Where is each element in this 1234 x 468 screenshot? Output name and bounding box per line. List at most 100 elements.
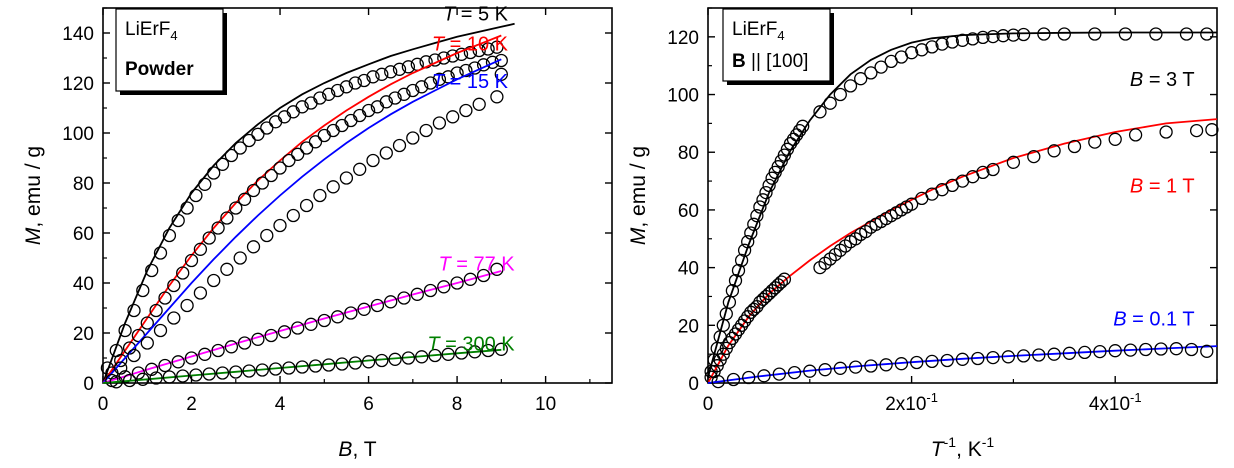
data-point	[127, 303, 141, 318]
data-point	[162, 370, 177, 384]
data-point	[251, 127, 265, 141]
data-point	[401, 351, 416, 365]
data-point	[273, 218, 287, 233]
data-point	[976, 165, 990, 180]
data-point	[1078, 345, 1092, 360]
y-tick-label: 120	[62, 74, 94, 95]
series-label: T = 300 K	[427, 334, 515, 356]
y-tick-label: 20	[73, 324, 94, 345]
data-point	[313, 91, 327, 105]
data-point	[277, 110, 292, 124]
data-point	[432, 72, 447, 86]
data-point	[361, 103, 376, 118]
series-4: T = 77 K	[102, 254, 515, 388]
data-point	[286, 208, 300, 223]
data-point	[476, 268, 491, 283]
data-point	[211, 221, 225, 235]
data-point	[392, 62, 407, 76]
y-tick-label: 40	[678, 259, 699, 280]
data-point	[925, 40, 939, 54]
data-point	[246, 183, 261, 198]
data-point	[224, 340, 239, 354]
data-point	[419, 123, 433, 138]
series-2: B = 1 T	[704, 118, 1219, 384]
legend-compound: LiErF4	[125, 19, 178, 43]
data-point	[459, 103, 473, 118]
series-label: B = 1 T	[1130, 176, 1195, 198]
data-point	[162, 228, 177, 243]
data-point	[180, 201, 194, 215]
data-point	[925, 354, 939, 369]
x-tick-label: 2	[186, 394, 197, 415]
data-point	[406, 83, 420, 98]
data-point	[198, 177, 212, 191]
data-point	[450, 276, 464, 290]
data-point	[725, 331, 740, 345]
y-tick-label: 40	[73, 274, 94, 295]
y-axis: 0 20 40 60 80 100 120	[667, 7, 1217, 395]
data-point	[441, 70, 455, 84]
data-point	[339, 171, 354, 185]
data-point	[864, 66, 878, 80]
data-point	[322, 87, 336, 101]
data-point	[813, 260, 827, 275]
data-point	[357, 73, 371, 88]
data-point	[1154, 342, 1168, 356]
data-point	[441, 347, 455, 361]
data-point	[737, 243, 752, 257]
series-2: T = 10 K	[102, 34, 509, 384]
data-point	[109, 375, 123, 389]
data-point	[1205, 123, 1219, 137]
data-point	[326, 123, 340, 138]
data-point	[490, 262, 504, 276]
data-point	[737, 314, 752, 328]
x-axis: 0 2x10-1 4x10-1	[703, 8, 1218, 415]
data-point	[986, 350, 1000, 365]
data-point	[158, 358, 172, 373]
data-point	[397, 87, 411, 101]
data-point	[731, 263, 746, 278]
data-point	[879, 358, 893, 372]
data-point	[966, 32, 980, 46]
data-point	[818, 363, 832, 377]
data-point	[1088, 27, 1102, 41]
data-point	[1139, 342, 1153, 357]
x-tick-label: 0	[98, 394, 109, 415]
data-point	[366, 153, 380, 168]
data-point	[731, 322, 746, 337]
y-tick-label: 100	[62, 124, 94, 145]
data-point	[711, 374, 725, 389]
data-point	[176, 266, 190, 280]
data-point	[1067, 139, 1082, 154]
y-tick-label: 0	[688, 374, 699, 395]
y-tick-label: 80	[678, 143, 699, 164]
data-point	[255, 363, 269, 377]
data-point	[233, 251, 247, 265]
x-tick-label: 10	[535, 394, 556, 415]
data-point	[757, 369, 771, 383]
data-point	[353, 162, 367, 176]
fit-line	[102, 34, 502, 384]
data-point	[401, 60, 416, 74]
data-point	[742, 370, 756, 385]
data-point	[189, 188, 203, 203]
data-point	[361, 355, 376, 369]
data-point	[1001, 350, 1015, 364]
data-point	[459, 63, 473, 78]
data-point	[1047, 144, 1061, 158]
x-tick-label: 2x10-1	[885, 390, 938, 415]
data-point	[734, 253, 749, 268]
data-point	[490, 40, 504, 54]
data-point	[308, 359, 323, 373]
data-point	[202, 231, 216, 245]
data-point	[996, 29, 1010, 43]
data-point	[264, 328, 278, 343]
data-point	[397, 291, 411, 305]
data-point	[184, 351, 199, 365]
data-point	[803, 364, 817, 378]
data-point	[1184, 342, 1199, 357]
data-point	[229, 201, 243, 215]
data-point	[423, 283, 438, 298]
legend-condition: B || [100]	[732, 51, 808, 72]
series-3: B = 0.1 T	[707, 308, 1218, 389]
